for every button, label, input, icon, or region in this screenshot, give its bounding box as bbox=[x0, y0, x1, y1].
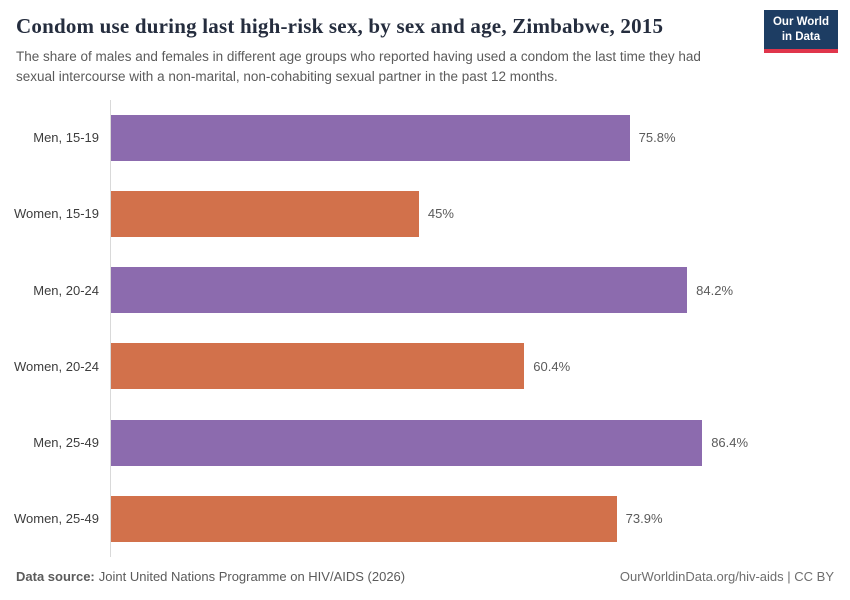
value-label: 84.2% bbox=[696, 282, 734, 298]
data-source-text: Joint United Nations Programme on HIV/AI… bbox=[98, 569, 406, 584]
bar-women-15-19[interactable] bbox=[111, 190, 419, 237]
category-label: Men, 25-49 bbox=[33, 435, 99, 451]
chart-header: Condom use during last high-risk sex, by… bbox=[0, 0, 850, 92]
bar-women-25-49[interactable] bbox=[111, 495, 617, 542]
chart-footer: Data source: Joint United Nations Program… bbox=[0, 559, 850, 600]
bar-track: 60.4% bbox=[110, 328, 850, 405]
bar-chart: Men, 15-19 75.8% Women, 15-19 45% Men, 20-24… bbox=[0, 92, 850, 560]
bar-men-15-19[interactable] bbox=[111, 114, 630, 161]
value-label: 60.4% bbox=[533, 358, 571, 374]
bar-track: 86.4% bbox=[110, 404, 850, 481]
value-label: 86.4% bbox=[711, 435, 749, 451]
category-label: Men, 20-24 bbox=[33, 282, 99, 298]
bar-track: 45% bbox=[110, 175, 850, 252]
owid-logo: Our World in Data bbox=[763, 10, 838, 53]
chart-subtitle: The share of males and females in differ… bbox=[16, 49, 701, 85]
value-label: 73.9% bbox=[625, 511, 663, 527]
attribution-link[interactable]: OurWorldinData.org/hiv-aids | CC BY bbox=[619, 569, 834, 584]
category-label: Women, 20-24 bbox=[13, 358, 99, 374]
data-source-label: Data source: bbox=[16, 569, 95, 584]
bar-row: Women, 25-49 73.9% bbox=[0, 480, 850, 557]
data-source: Data source: Joint United Nations Program… bbox=[16, 569, 405, 584]
bar-women-20-24[interactable] bbox=[111, 343, 525, 390]
bar-row: Women, 15-19 45% bbox=[0, 175, 850, 252]
value-label: 75.8% bbox=[638, 130, 676, 146]
owid-logo-line1: Our World bbox=[772, 16, 829, 28]
category-label: Women, 15-19 bbox=[13, 206, 99, 222]
bar-track: 84.2% bbox=[110, 252, 850, 329]
chart-title: Condom use during last high-risk sex, by… bbox=[16, 14, 664, 38]
category-label: Women, 25-49 bbox=[13, 511, 99, 527]
bar-men-25-49[interactable] bbox=[111, 419, 703, 466]
value-label: 45% bbox=[427, 206, 454, 222]
bar-track: 75.8% bbox=[110, 99, 850, 176]
bar-row: Men, 15-19 75.8% bbox=[0, 99, 850, 176]
bar-track: 73.9% bbox=[110, 480, 850, 557]
bar-row: Men, 25-49 86.4% bbox=[0, 404, 850, 481]
category-label: Men, 15-19 bbox=[33, 130, 99, 146]
bar-row: Women, 20-24 60.4% bbox=[0, 328, 850, 405]
bar-men-20-24[interactable] bbox=[111, 267, 688, 314]
owid-logo-line2: in Data bbox=[781, 30, 821, 43]
bar-row: Men, 20-24 84.2% bbox=[0, 252, 850, 329]
